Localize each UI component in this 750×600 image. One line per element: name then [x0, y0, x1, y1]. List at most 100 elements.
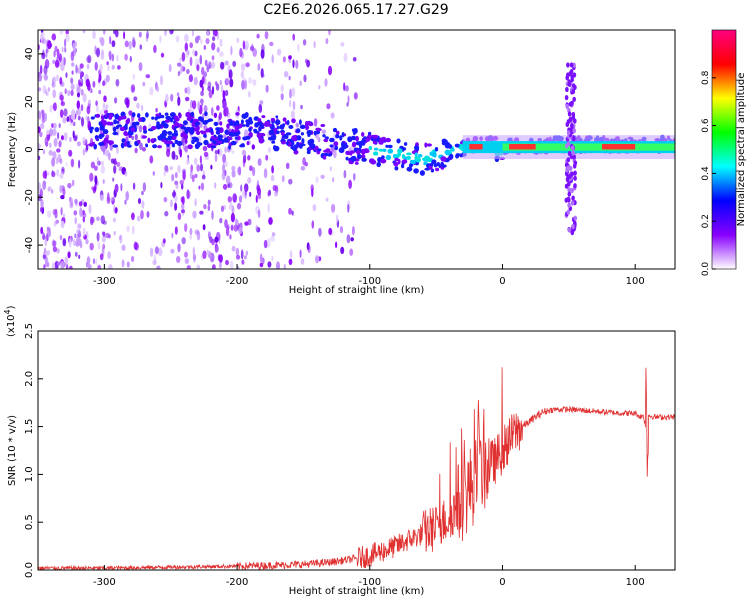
- band-blob: [320, 124, 326, 127]
- noise-speck: [230, 212, 235, 223]
- band-blob: [108, 140, 114, 145]
- noise-speck: [38, 182, 41, 192]
- band-blob: [286, 119, 290, 126]
- band-blob: [162, 132, 167, 137]
- noise-speck: [247, 218, 252, 226]
- noise-speck: [46, 226, 50, 232]
- band-blob: [167, 140, 174, 145]
- noise-speck: [222, 153, 227, 164]
- band-blob: [171, 142, 176, 148]
- noise-speck: [42, 234, 46, 240]
- noise-speck: [126, 261, 130, 268]
- band-blob: [394, 166, 399, 171]
- vertical-feature: [573, 215, 578, 221]
- noise-speck: [241, 149, 247, 156]
- band-blob: [299, 124, 306, 129]
- noise-speck: [215, 245, 220, 253]
- noise-speck: [146, 211, 150, 218]
- colorbar-tick-label: 0.4: [701, 166, 711, 181]
- carrier-peak: [602, 144, 636, 150]
- noise-speck: [75, 110, 78, 116]
- noise-speck: [109, 36, 112, 45]
- band-blob: [270, 117, 276, 122]
- band-blob: [441, 164, 447, 168]
- noise-speck: [199, 155, 202, 164]
- noise-speck: [245, 62, 250, 68]
- noise-speck: [60, 207, 63, 216]
- noise-speck: [271, 54, 274, 64]
- noise-speck: [326, 103, 331, 110]
- noise-speck: [219, 51, 224, 57]
- noise-speck: [138, 125, 143, 133]
- band-blob: [322, 155, 327, 160]
- band-blob: [378, 148, 384, 152]
- band-blob: [235, 112, 240, 116]
- noise-speck: [230, 224, 234, 231]
- x-tick-label: -300: [93, 577, 116, 588]
- noise-speck: [56, 148, 61, 153]
- noise-speck: [239, 47, 243, 58]
- noise-speck: [114, 157, 117, 165]
- band-blob: [431, 159, 437, 165]
- band-blob: [204, 119, 210, 123]
- noise-speck: [164, 30, 167, 36]
- colorbar-tick-label: 0.8: [701, 70, 711, 85]
- noise-speck: [89, 242, 94, 251]
- band-blob: [382, 148, 387, 152]
- vertical-feature: [573, 160, 578, 166]
- noise-speck: [52, 128, 57, 136]
- noise-speck: [295, 122, 300, 128]
- noise-speck: [38, 110, 41, 118]
- noise-speck: [352, 57, 357, 62]
- band-blob: [273, 134, 277, 139]
- noise-speck: [116, 161, 121, 167]
- y-exponent-label: (x104): [3, 305, 17, 337]
- noise-speck: [60, 220, 65, 229]
- band-blob: [119, 126, 126, 132]
- noise-speck: [320, 174, 325, 179]
- band-blob: [396, 138, 401, 144]
- band-blob: [273, 145, 280, 152]
- noise-speck: [211, 210, 214, 220]
- band-blob: [191, 136, 198, 141]
- noise-speck: [51, 157, 56, 167]
- band-blob: [241, 113, 248, 119]
- noise-speck: [288, 258, 293, 265]
- noise-speck: [56, 48, 60, 58]
- noise-speck: [87, 145, 91, 150]
- noise-speck: [211, 42, 216, 51]
- noise-speck: [268, 217, 273, 225]
- noise-speck: [288, 75, 291, 81]
- noise-speck: [325, 38, 329, 45]
- noise-speck: [289, 99, 292, 108]
- noise-speck: [108, 152, 111, 161]
- noise-speck: [85, 78, 90, 88]
- noise-speck: [38, 155, 41, 160]
- band-blob: [115, 125, 120, 130]
- noise-speck: [333, 150, 337, 159]
- noise-speck: [188, 74, 193, 83]
- noise-speck: [170, 248, 175, 254]
- noise-speck: [114, 97, 118, 104]
- band-blob: [188, 128, 195, 132]
- vertical-feature: [570, 123, 574, 129]
- noise-speck: [78, 159, 81, 169]
- noise-speck: [40, 207, 43, 213]
- noise-speck: [77, 233, 82, 238]
- noise-speck: [255, 225, 259, 232]
- noise-speck: [212, 264, 216, 269]
- band-blob: [191, 121, 196, 128]
- noise-speck: [49, 128, 54, 137]
- noise-speck: [83, 201, 87, 207]
- noise-speck: [69, 265, 73, 269]
- noise-speck: [90, 216, 94, 226]
- band-blob: [234, 125, 239, 132]
- y-tick-label: 1.5: [24, 419, 35, 435]
- band-blob: [213, 121, 219, 126]
- noise-speck: [264, 31, 269, 40]
- noise-speck: [270, 235, 275, 242]
- noise-speck: [203, 151, 209, 157]
- noise-speck: [240, 184, 243, 192]
- noise-speck: [85, 239, 89, 245]
- band-blob: [394, 154, 400, 159]
